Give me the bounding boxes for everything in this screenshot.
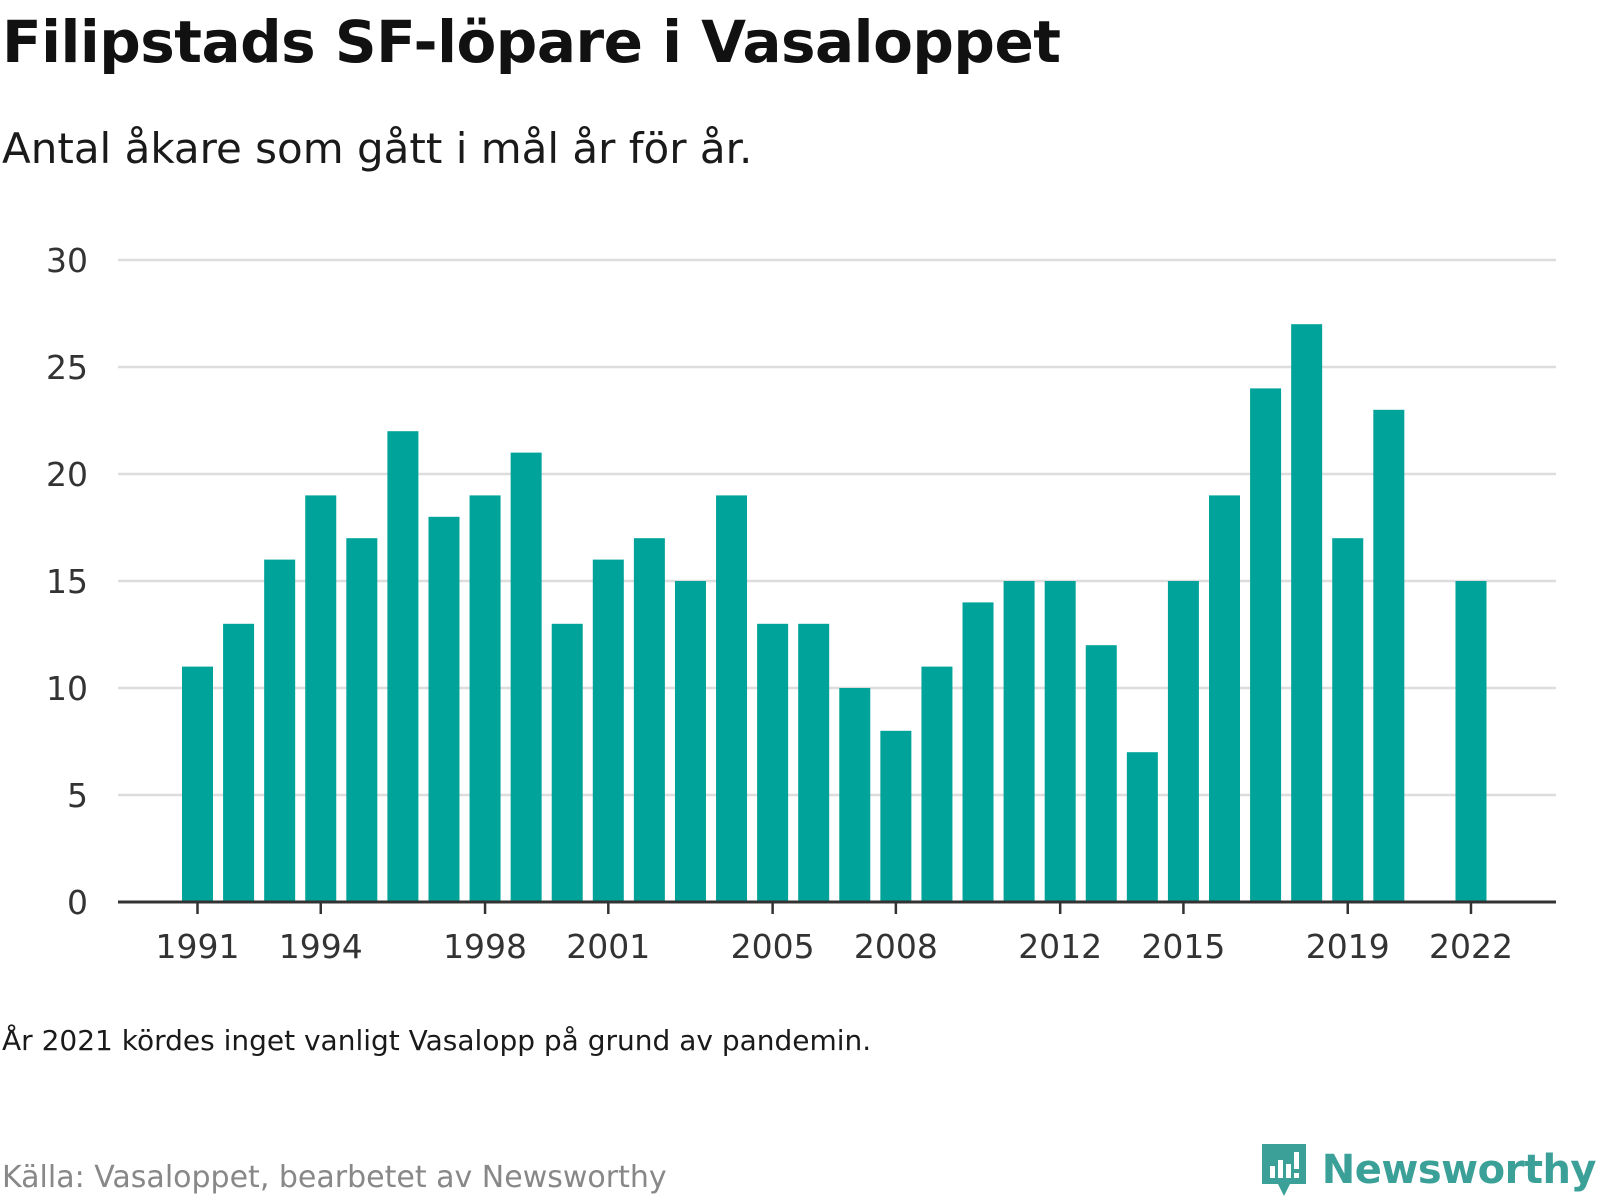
bar-1994 (305, 495, 337, 902)
bar-1995 (346, 538, 378, 902)
bar-2015 (1167, 581, 1199, 902)
y-tick-label: 20 (46, 455, 88, 494)
brand-logo: Newsworthy (1260, 1142, 1597, 1198)
y-tick-label: 0 (67, 883, 88, 922)
bar-2008 (880, 730, 912, 902)
bar-2022 (1455, 581, 1487, 902)
bar-2009 (921, 666, 953, 902)
bar-2004 (716, 495, 748, 902)
bar-1997 (428, 516, 460, 902)
bar-2020 (1373, 409, 1405, 902)
bar-2017 (1250, 388, 1282, 902)
y-axis-tick-labels: 0 5 10 15 20 25 30 (46, 241, 88, 922)
source-credit: Källa: Vasaloppet, bearbetet av Newswort… (2, 1160, 667, 1195)
bar-1991 (182, 666, 213, 902)
x-tick-label: 1998 (443, 927, 527, 960)
bar-chart: 0 5 10 15 20 25 30 1991 1994 1998 2001 2005 2008 201… (46, 241, 1556, 960)
chart-title: Filipstads SF-löpare i Vasaloppet (2, 8, 1061, 76)
bar-1993 (264, 559, 296, 902)
x-tick-label: 2012 (1018, 927, 1102, 960)
chart-note: År 2021 kördes inget vanligt Vasalopp på… (2, 1024, 872, 1057)
x-tick-label: 2005 (731, 927, 815, 960)
y-tick-label: 5 (67, 776, 88, 815)
bar-2018 (1291, 324, 1323, 902)
bar-2019 (1332, 538, 1364, 902)
chart-subtitle: Antal åkare som gått i mål år för år. (2, 124, 753, 173)
bar-2016 (1209, 495, 1240, 902)
bar-2003 (674, 581, 706, 902)
bar-1992 (223, 623, 255, 902)
x-tick-label: 1991 (156, 927, 240, 960)
bar-2001 (592, 559, 624, 902)
bar-2002 (633, 538, 665, 902)
x-axis (118, 900, 1556, 914)
x-tick-label: 2022 (1429, 927, 1513, 960)
bar-2000 (551, 623, 583, 902)
brand-name: Newsworthy (1321, 1147, 1597, 1193)
x-axis-tick-labels: 1991 1994 1998 2001 2005 2008 2012 2015 2019 2022 (156, 927, 1513, 960)
bar-2006 (798, 623, 830, 902)
y-tick-label: 25 (46, 348, 88, 387)
bar-2011 (1003, 581, 1035, 902)
x-tick-label: 2015 (1141, 927, 1225, 960)
bar-1998 (469, 495, 501, 902)
bars (182, 324, 1487, 902)
x-tick-label: 2019 (1306, 927, 1390, 960)
bar-2014 (1126, 752, 1158, 902)
bar-2005 (757, 623, 789, 902)
bar-2007 (839, 688, 871, 902)
y-tick-label: 15 (46, 562, 88, 601)
x-tick-label: 2008 (854, 927, 938, 960)
bar-2010 (962, 602, 994, 902)
bar-1999 (510, 452, 542, 902)
x-tick-label: 2001 (566, 927, 650, 960)
x-tick-label: 1994 (279, 927, 363, 960)
y-tick-label: 10 (46, 669, 88, 708)
y-tick-label: 30 (46, 241, 88, 280)
newsworthy-logo-icon (1261, 1144, 1306, 1196)
bar-2013 (1085, 645, 1117, 902)
bar-1996 (387, 431, 419, 902)
bar-2012 (1044, 581, 1076, 902)
